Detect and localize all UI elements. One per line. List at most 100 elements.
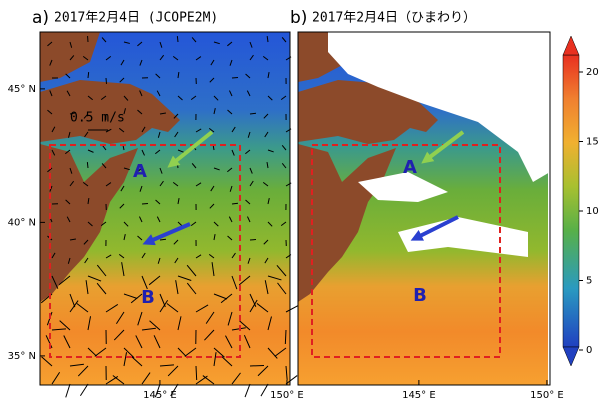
vector bbox=[227, 167, 233, 173]
vector bbox=[100, 95, 107, 100]
vector bbox=[209, 77, 215, 83]
vector bbox=[87, 316, 92, 331]
vector bbox=[195, 365, 198, 381]
y-tick-label: 35° N bbox=[8, 351, 36, 362]
vector bbox=[96, 282, 107, 295]
vector bbox=[266, 35, 269, 43]
vector bbox=[76, 303, 89, 313]
vector bbox=[213, 41, 220, 45]
vector bbox=[69, 238, 77, 241]
vector bbox=[262, 55, 269, 61]
vector bbox=[85, 280, 89, 295]
vector bbox=[213, 167, 220, 171]
vector bbox=[249, 364, 265, 367]
vector bbox=[281, 162, 287, 169]
vector bbox=[135, 335, 143, 349]
colorbar-tick-label: 10 bbox=[586, 206, 599, 217]
vector bbox=[256, 303, 269, 313]
panel-label: b) bbox=[290, 8, 307, 28]
vector bbox=[87, 221, 93, 227]
vector bbox=[184, 347, 197, 357]
colorbar-extend bbox=[562, 35, 580, 56]
vector bbox=[245, 149, 251, 155]
vector bbox=[69, 167, 73, 174]
colorbar-tick-label: 0 bbox=[586, 345, 592, 356]
x-tick-label: 145° E bbox=[143, 390, 177, 401]
vector bbox=[266, 162, 269, 169]
vector bbox=[267, 149, 274, 153]
vector bbox=[195, 56, 202, 61]
vector bbox=[244, 383, 251, 398]
vector bbox=[69, 41, 73, 48]
green-arrow bbox=[167, 130, 214, 168]
vector bbox=[159, 299, 169, 313]
vector bbox=[249, 54, 254, 61]
vector bbox=[105, 254, 112, 259]
vector bbox=[79, 383, 89, 397]
vector bbox=[175, 280, 179, 295]
vector bbox=[139, 90, 143, 97]
green-arrow bbox=[421, 130, 465, 164]
vector bbox=[249, 180, 254, 187]
vector bbox=[49, 59, 53, 66]
vector bbox=[118, 253, 125, 259]
vector bbox=[213, 347, 225, 358]
vector bbox=[156, 216, 161, 223]
vector bbox=[227, 41, 233, 47]
vector bbox=[285, 365, 288, 380]
vector bbox=[191, 163, 197, 169]
vector bbox=[208, 127, 215, 133]
vector bbox=[190, 221, 197, 226]
vector bbox=[63, 335, 71, 349]
vector bbox=[65, 199, 71, 205]
vector bbox=[173, 113, 179, 119]
vector bbox=[227, 235, 233, 241]
vector bbox=[159, 364, 174, 367]
vector bbox=[139, 216, 143, 223]
vector bbox=[69, 180, 75, 187]
vector bbox=[87, 95, 93, 101]
vector bbox=[119, 203, 125, 209]
vector bbox=[155, 199, 161, 205]
vector bbox=[141, 252, 146, 259]
vector bbox=[119, 77, 125, 83]
vector bbox=[100, 221, 107, 226]
vector bbox=[173, 239, 179, 245]
region-box bbox=[49, 144, 241, 358]
vector bbox=[123, 234, 126, 241]
vector bbox=[123, 167, 130, 171]
vector bbox=[231, 327, 246, 331]
vector bbox=[141, 372, 151, 385]
vector bbox=[139, 59, 143, 66]
vector bbox=[66, 90, 71, 97]
vector bbox=[101, 37, 107, 43]
vector bbox=[156, 90, 161, 97]
vector bbox=[228, 216, 233, 223]
vector bbox=[51, 371, 61, 385]
vector bbox=[67, 257, 71, 264]
vector bbox=[96, 264, 107, 277]
vector bbox=[245, 73, 251, 79]
vector bbox=[59, 320, 71, 331]
vector bbox=[154, 383, 161, 398]
vector bbox=[105, 55, 112, 61]
vector bbox=[65, 73, 71, 79]
x-tick-label: 145° E bbox=[402, 390, 436, 401]
vector bbox=[49, 90, 53, 97]
vector bbox=[159, 167, 163, 174]
vector bbox=[243, 334, 251, 349]
vector bbox=[87, 275, 102, 282]
vector bbox=[123, 293, 138, 299]
panel-title: 2017年2月4日（ひまわり） bbox=[312, 11, 476, 26]
vector bbox=[159, 41, 163, 48]
vector bbox=[51, 328, 66, 331]
vector bbox=[159, 238, 167, 241]
cloud bbox=[328, 32, 550, 182]
vector bbox=[229, 185, 233, 192]
blue-arrow bbox=[142, 222, 191, 246]
vector bbox=[139, 185, 143, 192]
vector bbox=[87, 197, 90, 205]
vector bbox=[267, 198, 270, 205]
vector bbox=[47, 167, 53, 173]
vector bbox=[123, 352, 128, 367]
